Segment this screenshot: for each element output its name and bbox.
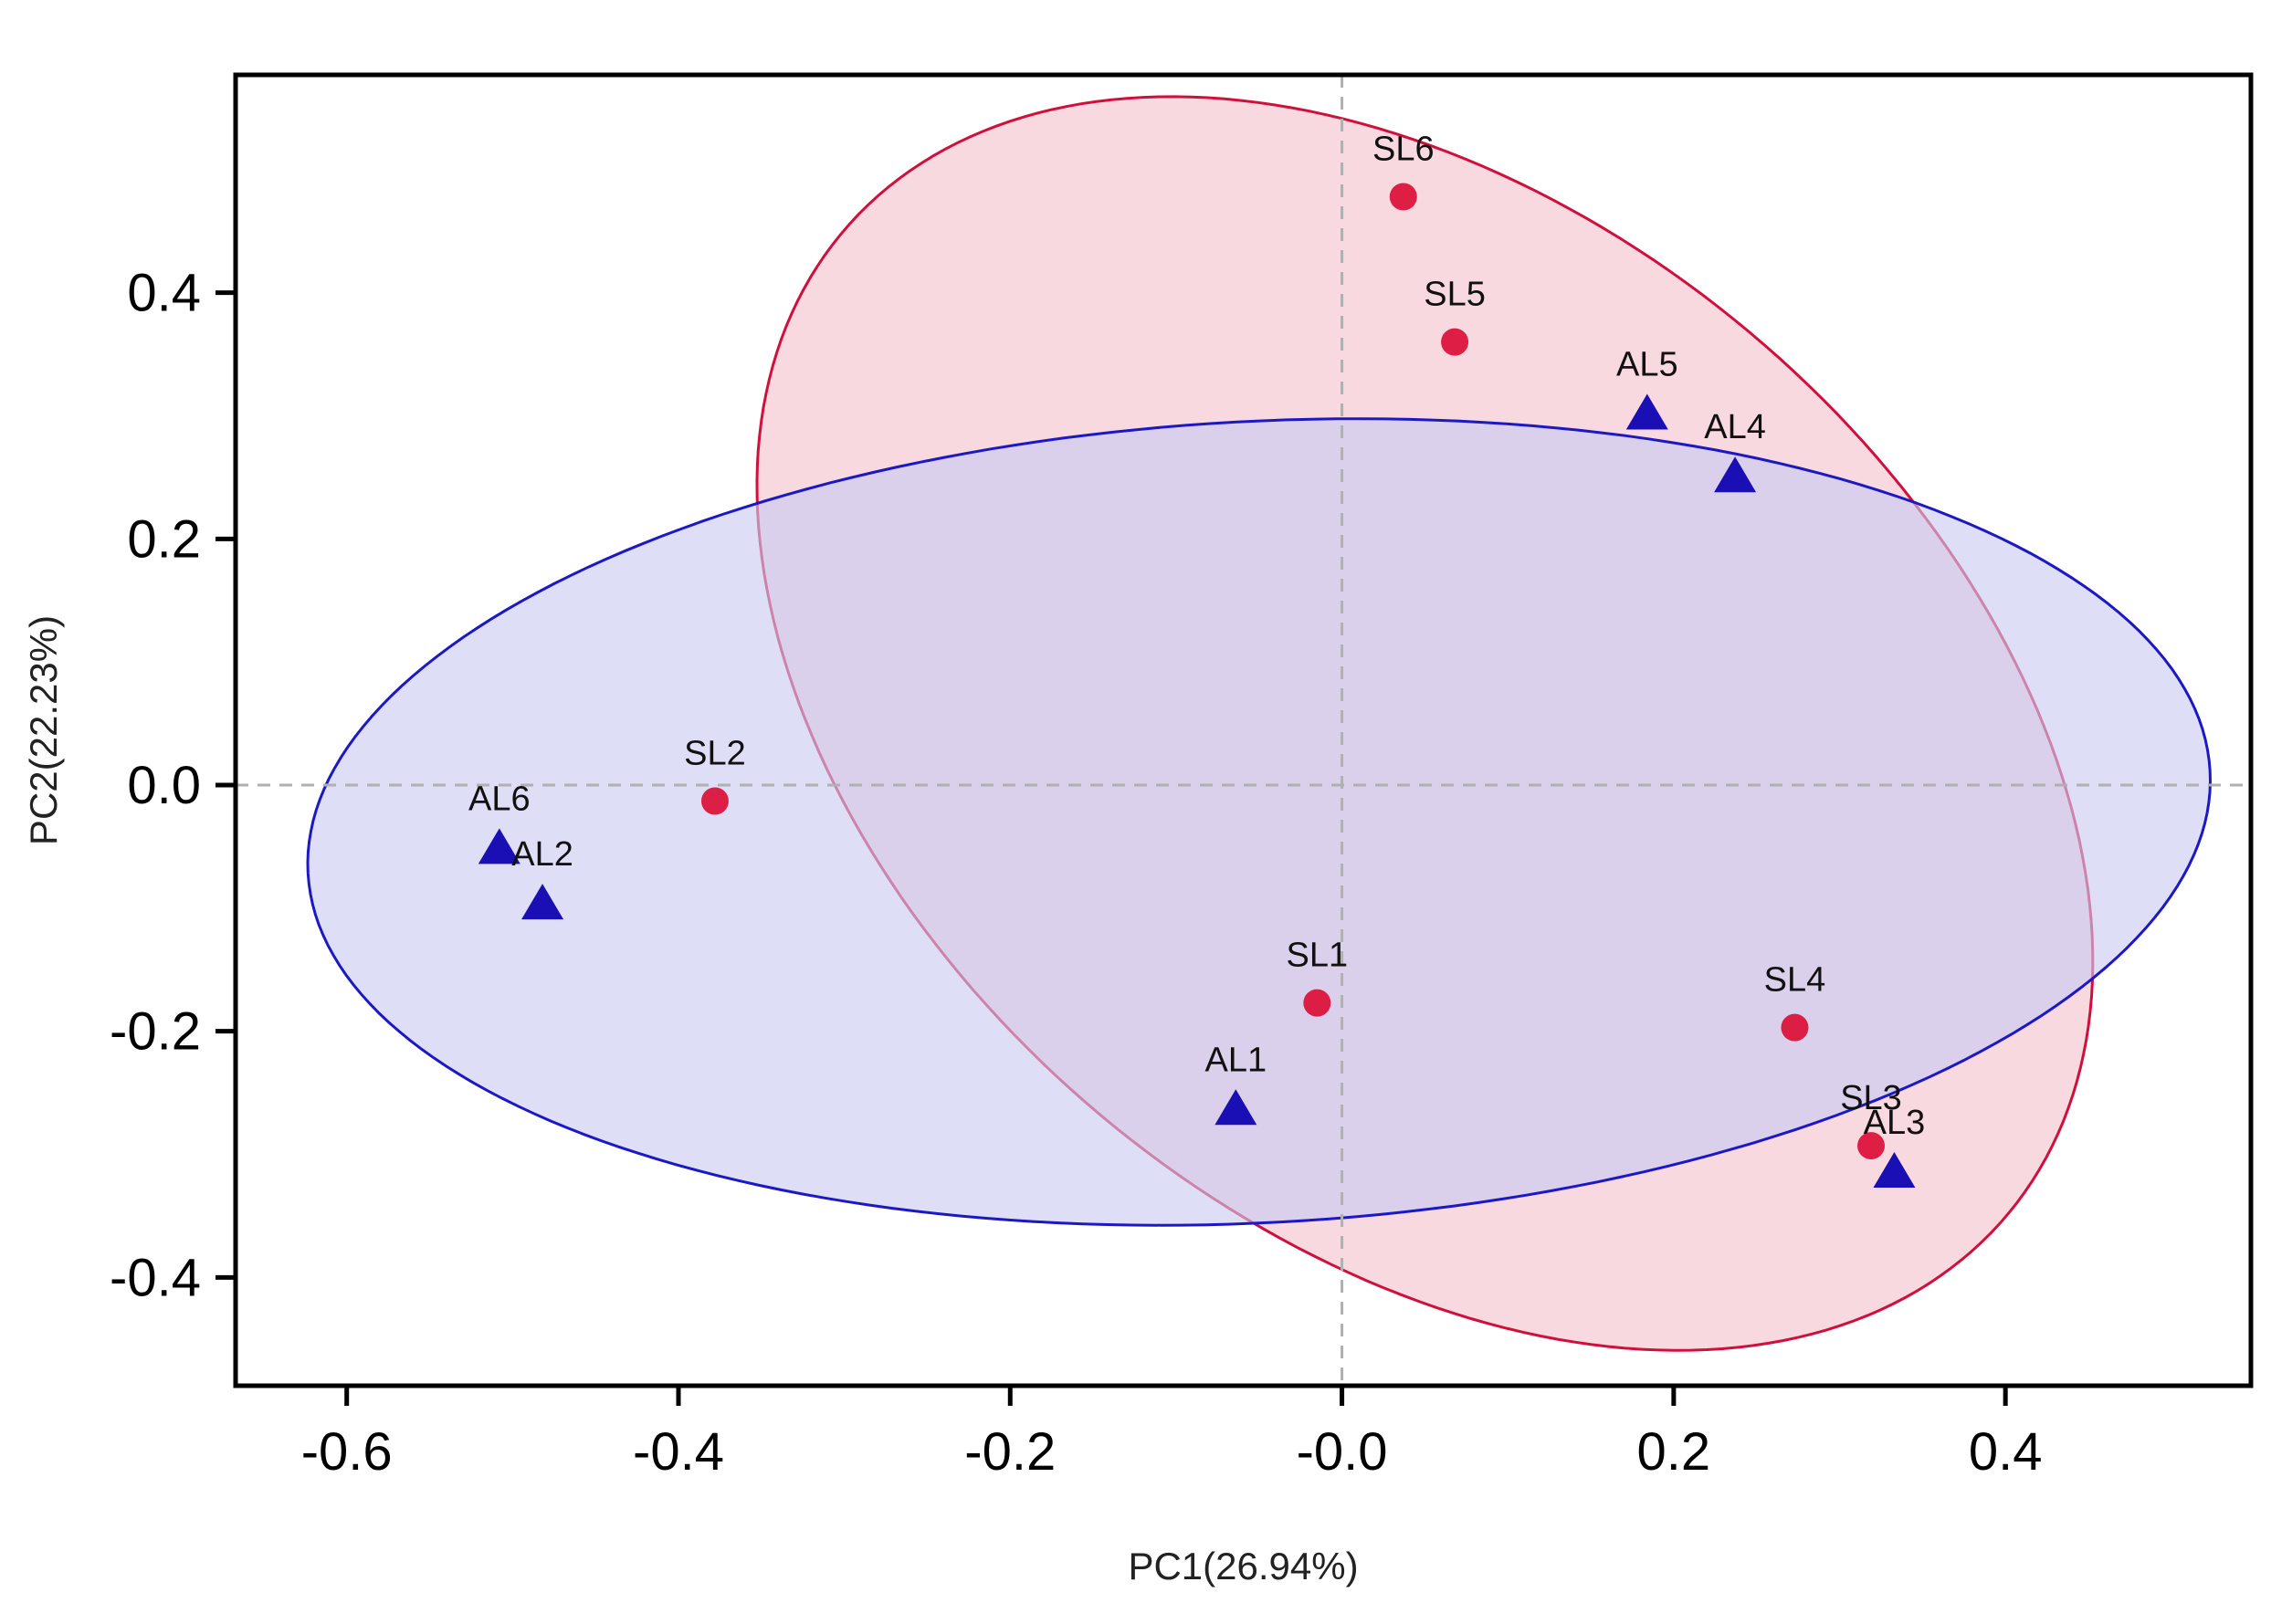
point-label-al6: AL6 [468,780,531,818]
reference-lines [236,75,2251,1386]
point-al5 [1625,393,1668,430]
ellipse-al [306,417,2213,1227]
point-label-al3: AL3 [1864,1104,1926,1142]
x-axis-title: PC1(26.94%) [1128,1545,1358,1587]
point-al3 [1873,1152,1916,1189]
point-sl4 [1781,1013,1809,1042]
x-tick-label: -0.0 [1297,1422,1388,1482]
y-tick-label: 0.4 [127,264,201,323]
point-sl6 [1389,183,1417,211]
point-label-sl2: SL2 [684,735,746,773]
point-sl1 [1303,989,1331,1017]
y-axis: 0.4 0.2 0.0 -0.2 -0.4 [110,264,236,1307]
point-label-al4: AL4 [1704,408,1766,446]
point-label-al2: AL2 [511,835,573,874]
point-al1 [1214,1089,1257,1126]
y-tick-label: -0.4 [110,1248,201,1307]
y-axis-title: PC2(22.23%) [22,615,65,845]
point-al2 [521,884,564,920]
point-label-sl1: SL1 [1287,937,1349,975]
x-tick-label: -0.6 [301,1422,393,1482]
x-tick-label: 0.4 [1969,1422,2043,1482]
y-tick-label: 0.2 [127,509,201,569]
x-tick-label: 0.2 [1637,1422,1711,1482]
x-tick-label: -0.4 [633,1422,724,1482]
x-tick-label: -0.2 [964,1422,1056,1482]
y-tick-label: -0.2 [110,1002,201,1062]
data-points [478,183,1916,1189]
point-label-sl5: SL5 [1424,276,1486,314]
point-label-al1: AL1 [1205,1041,1267,1079]
x-axis: -0.6 -0.4 -0.2 -0.0 0.2 0.4 [301,1386,2043,1482]
point-sl2 [700,787,729,815]
point-sl5 [1441,328,1469,356]
point-sl3 [1857,1132,1886,1160]
point-label-sl3: SL3 [1840,1079,1902,1117]
plot-frame [233,72,2254,1388]
point-label-al5: AL5 [1616,345,1678,383]
y-tick-label: 0.0 [127,756,201,815]
confidence-ellipses [306,95,2213,1352]
point-labels: SL1 SL2 SL3 SL4 SL5 SL6 AL1 AL2 AL3 AL4 AL5 AL6 [468,130,1925,1142]
point-al6 [478,828,520,864]
point-al4 [1714,456,1757,493]
point-label-sl6: SL6 [1372,130,1435,168]
point-label-sl4: SL4 [1764,961,1826,1000]
